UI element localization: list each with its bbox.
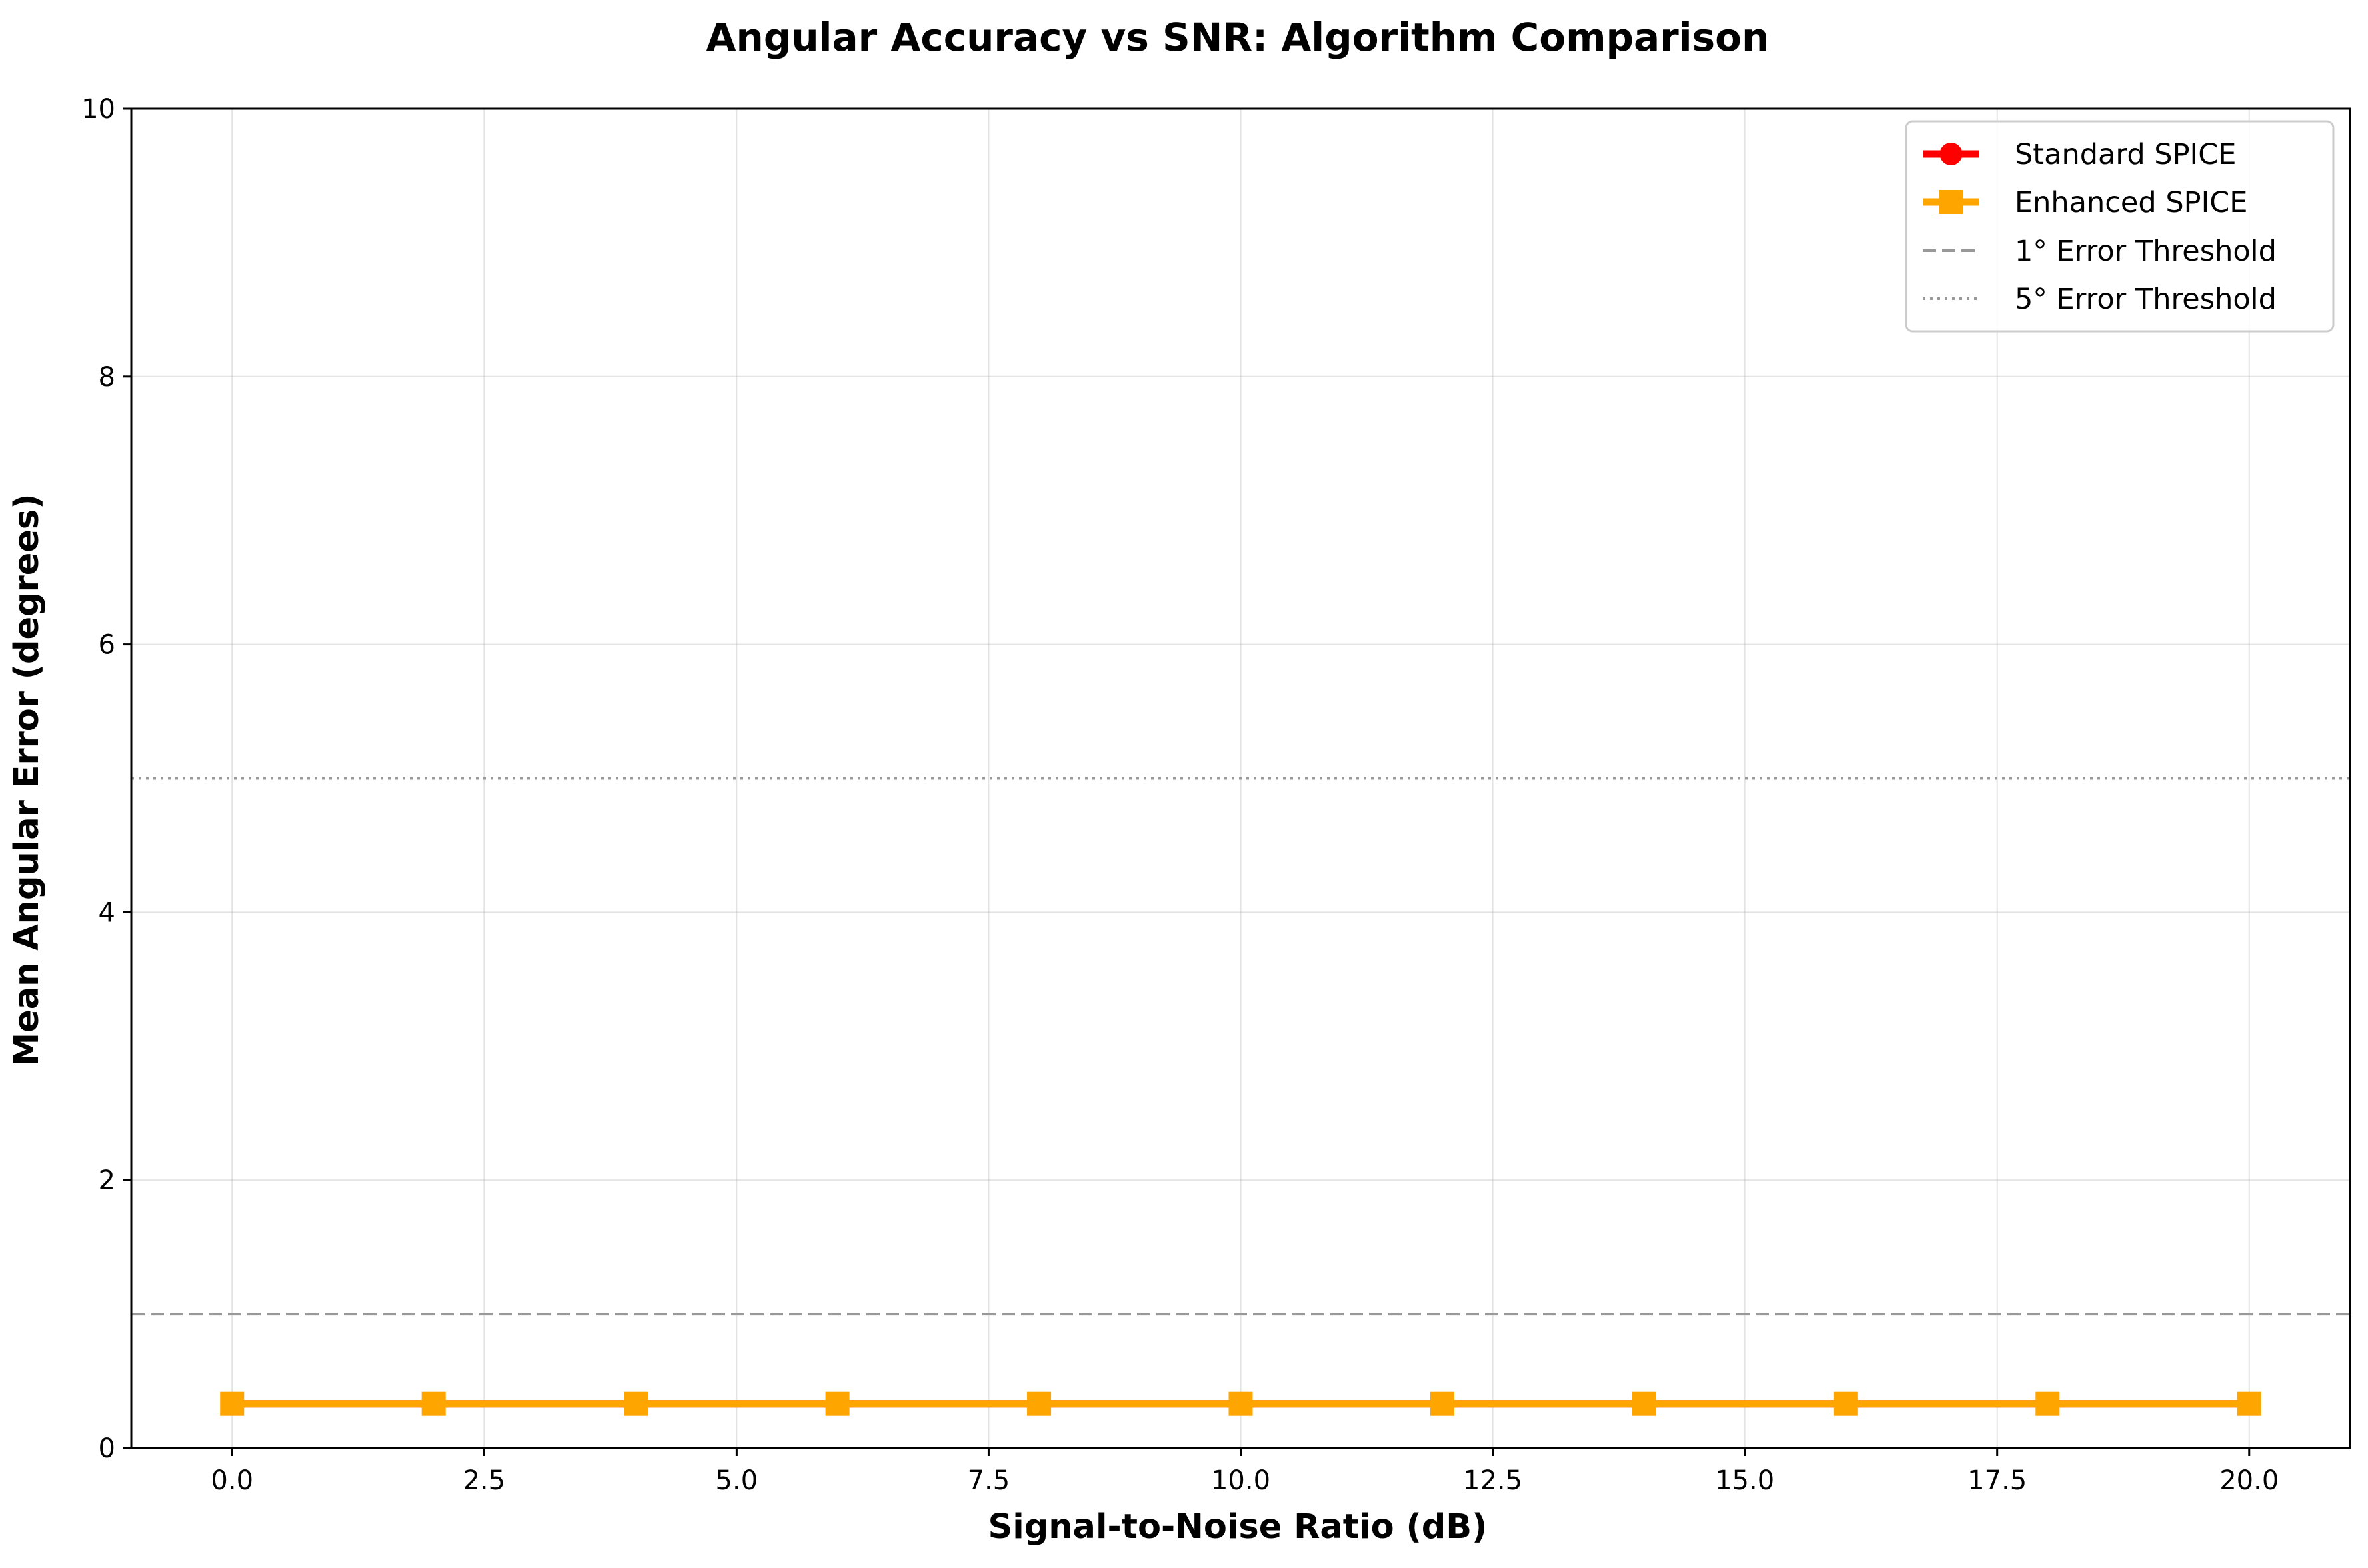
chart-title: Angular Accuracy vs SNR: Algorithm Compa… (706, 15, 1770, 60)
legend-label: 1° Error Threshold (2015, 235, 2277, 268)
series-2-point (421, 1391, 446, 1416)
x-tick-label: 2.5 (463, 1465, 505, 1496)
legend: Standard SPICE Enhanced SPICE 1° Error Thr… (1905, 120, 2335, 333)
series-layer (220, 1391, 2261, 1416)
series-2-point (624, 1391, 648, 1416)
series-2-point (220, 1391, 245, 1416)
x-tick-label: 12.5 (1463, 1465, 1522, 1496)
legend-box (1905, 120, 2335, 333)
legend-label: Enhanced SPICE (2015, 186, 2247, 219)
y-tick-label: 10 (81, 94, 115, 125)
x-tick-label: 15.0 (1715, 1465, 1774, 1496)
y-tick-label: 2 (99, 1165, 115, 1196)
legend-label: Standard SPICE (2015, 138, 2236, 171)
reference-lines (131, 777, 2350, 1316)
legend-series-2-marker (1939, 190, 1963, 214)
series-2-point (1632, 1391, 1656, 1416)
y-axis-label: Mean Angular Error (degrees) (7, 493, 47, 1066)
x-tick-label: 7.5 (968, 1465, 1010, 1496)
y-axis: 0 2 4 6 8 10 (81, 94, 131, 1464)
x-tick-label: 10.0 (1211, 1465, 1270, 1496)
series-2-point (2035, 1391, 2060, 1416)
x-axis: 0.0 2.5 5.0 7.5 10.0 12.5 15.0 17.5 20.0 (211, 1448, 2279, 1496)
legend-series-1-marker (1939, 143, 1963, 165)
series-2-point (1833, 1391, 1858, 1416)
legend-label: 5° Error Threshold (2015, 283, 2277, 316)
x-tick-label: 5.0 (716, 1465, 758, 1496)
series-2-point (1228, 1391, 1253, 1416)
x-tick-label: 17.5 (1967, 1465, 2027, 1496)
series-2-point (1027, 1391, 1052, 1416)
series-2-point (2237, 1391, 2261, 1416)
y-tick-label: 8 (99, 362, 115, 393)
y-tick-label: 6 (99, 630, 115, 661)
series-2-point (1430, 1391, 1454, 1416)
x-tick-label: 20.0 (2219, 1465, 2279, 1496)
series-2-point (825, 1391, 850, 1416)
y-tick-label: 0 (99, 1433, 115, 1464)
y-tick-label: 4 (99, 897, 115, 928)
x-axis-label: Signal-to-Noise Ratio (dB) (988, 1507, 1488, 1547)
x-tick-label: 0.0 (211, 1465, 253, 1496)
